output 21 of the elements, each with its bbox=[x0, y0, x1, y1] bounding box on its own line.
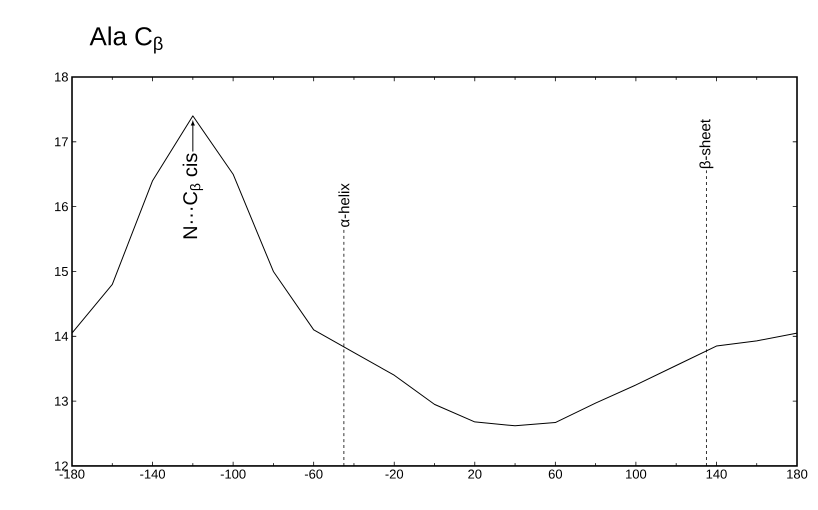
x-tick-label: -180 bbox=[60, 470, 84, 479]
chart-title: Ala C$_{β}$ bbox=[90, 26, 163, 54]
x-tick-label: 140 bbox=[706, 470, 727, 479]
x-tick-label: 60 bbox=[548, 470, 562, 479]
ref-line-label: α-helix bbox=[338, 183, 350, 227]
x-tick-label: 20 bbox=[468, 470, 482, 479]
y-tick-label: 14 bbox=[55, 332, 68, 341]
x-tick-label: 100 bbox=[626, 470, 646, 479]
y-tick-label: 18 bbox=[55, 72, 68, 82]
x-tick-label: -20 bbox=[385, 470, 404, 479]
x-tick-label: -100 bbox=[220, 470, 246, 479]
x-tick-label: 180 bbox=[787, 470, 808, 479]
annotation: N···C$_{β}$ cis bbox=[182, 153, 204, 238]
y-tick-label: 13 bbox=[55, 396, 68, 406]
y-tick-label: 17 bbox=[55, 137, 68, 146]
x-tick-label: -140 bbox=[140, 470, 166, 479]
x-tick-label: -60 bbox=[304, 470, 323, 479]
y-tick-label: 16 bbox=[55, 202, 68, 212]
y-tick-label: 12 bbox=[55, 461, 68, 471]
ref-line-label: β-sheet bbox=[699, 119, 714, 168]
y-tick-label: 15 bbox=[55, 266, 68, 276]
